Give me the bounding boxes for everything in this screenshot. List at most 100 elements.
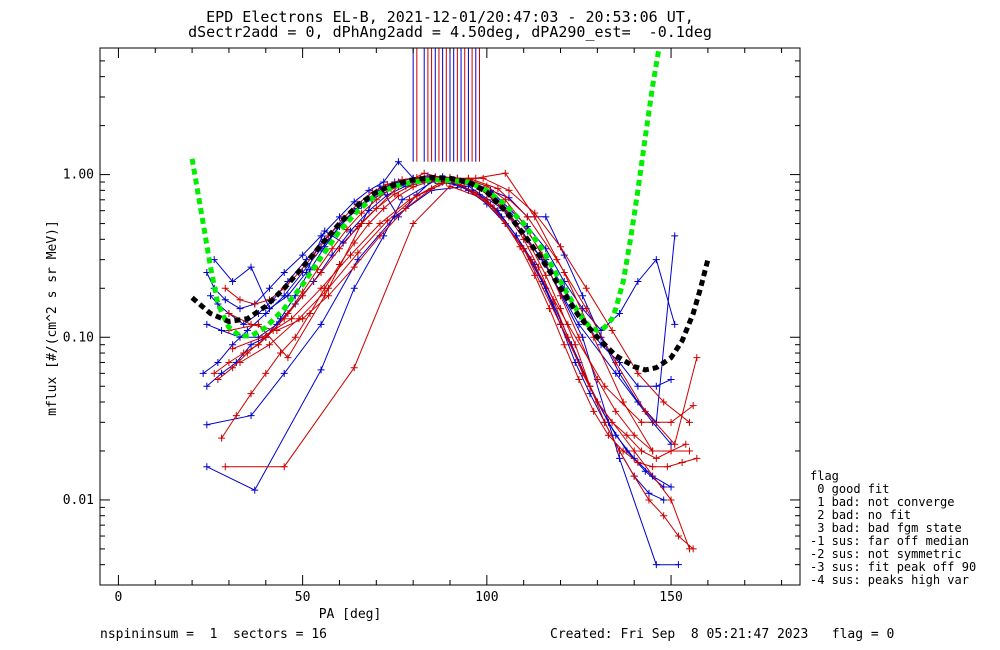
point-12-5: [483, 196, 491, 204]
point-9-1: [229, 364, 237, 372]
point-6-0: [203, 463, 211, 471]
point-16-3: [324, 284, 332, 292]
point-1-0: [207, 292, 215, 300]
point-0-5: [265, 284, 273, 292]
point-0-26: [615, 309, 623, 317]
point-9-21: [593, 376, 601, 383]
legend-item-good-fit: 0 good fit: [810, 482, 890, 496]
point-4-26: [586, 390, 594, 398]
point-15-4: [347, 251, 355, 259]
point-8-10: [358, 209, 366, 217]
point-13-14: [689, 402, 697, 410]
series-11: [221, 173, 701, 471]
point-12-4: [446, 182, 454, 190]
point-0-9: [335, 213, 343, 221]
series-line-10: [221, 179, 694, 550]
point-16-0: [236, 358, 244, 366]
point-7-16: [505, 194, 513, 202]
point-16-9: [501, 169, 509, 177]
point-6-13: [674, 561, 682, 569]
point-3-1: [214, 358, 222, 366]
series-10: [218, 176, 697, 553]
point-10-10: [365, 220, 373, 228]
point-11-2: [251, 300, 259, 308]
series-line-7: [213, 176, 676, 424]
point-13-13: [667, 418, 675, 426]
point-16-6: [413, 192, 421, 200]
point-7-0: [210, 256, 218, 264]
point-11-24: [575, 376, 583, 383]
point-13-6: [420, 169, 428, 177]
point-10-31: [674, 532, 682, 540]
y-tick-label-1: 0.10: [63, 330, 94, 345]
legend-item-peaks-high-var: -4 sus: peaks high var: [810, 573, 969, 587]
point-12-2: [350, 364, 358, 372]
legend-title: flag: [810, 469, 839, 483]
point-9-7: [335, 245, 343, 253]
point-11-26: [604, 431, 612, 439]
point-8-9: [343, 225, 351, 233]
point-16-1: [265, 341, 273, 349]
point-11-25: [590, 407, 598, 415]
point-4-30: [645, 489, 653, 497]
point-16-11: [560, 269, 568, 277]
footer-sectors-info: nspininsum = 1 sectors = 16: [100, 627, 327, 642]
point-0-13: [394, 158, 402, 166]
point-10-1: [232, 412, 240, 420]
point-7-3: [265, 305, 273, 313]
point-8-8: [328, 245, 336, 253]
point-8-3: [254, 341, 262, 349]
point-12-10: [667, 496, 675, 504]
point-15-2: [288, 315, 296, 323]
chart-title-line-1: EPD Electrons EL-B, 2021-12-01/20:47:03 …: [206, 8, 694, 26]
point-12-11: [685, 545, 693, 553]
point-12-7: [557, 320, 565, 328]
point-9-0: [214, 376, 222, 383]
series-line-12: [225, 185, 690, 550]
point-10-26: [601, 418, 609, 426]
point-12-8: [593, 398, 601, 406]
point-9-22: [612, 407, 620, 415]
point-15-0: [229, 345, 237, 353]
point-0-28: [652, 256, 660, 264]
point-7-18: [542, 213, 550, 221]
point-5-2: [280, 369, 288, 377]
point-15-15: [671, 440, 679, 448]
point-14-5: [350, 263, 358, 271]
point-8-30: [652, 454, 660, 462]
point-13-4: [358, 220, 366, 228]
series-line-16: [239, 172, 654, 452]
point-1-3: [240, 320, 248, 328]
point-14-6: [376, 232, 384, 240]
series-14: [225, 174, 693, 426]
point-16-13: [619, 398, 627, 406]
x-tick-label-1: 50: [295, 590, 311, 605]
point-0-10: [350, 198, 358, 206]
point-7-4: [284, 292, 292, 300]
point-2-5: [291, 300, 299, 308]
point-15-3: [317, 284, 325, 292]
y-tick-label-2: 1.00: [63, 168, 94, 183]
series-7: [210, 173, 679, 426]
x-axis-label: PA [deg]: [319, 607, 382, 622]
point-9-23: [630, 431, 638, 439]
point-15-13: [612, 358, 620, 366]
point-0-6: [280, 269, 288, 277]
point-7-6: [321, 227, 329, 235]
point-5-3: [317, 320, 325, 328]
point-14-4: [324, 292, 332, 300]
point-9-20: [575, 333, 583, 341]
point-6-1: [251, 486, 259, 494]
point-7-25: [671, 232, 679, 240]
legend-item-far-off-median: -1 sus: far off median: [810, 534, 969, 548]
point-13-12: [638, 418, 646, 426]
point-6-11: [615, 454, 623, 462]
point-14-0: [225, 309, 233, 317]
point-15-12: [582, 305, 590, 313]
point-11-0: [221, 284, 229, 292]
series-line-2: [206, 181, 665, 488]
point-16-4: [354, 249, 362, 257]
point-9-26: [685, 447, 693, 455]
point-8-0: [210, 369, 218, 377]
